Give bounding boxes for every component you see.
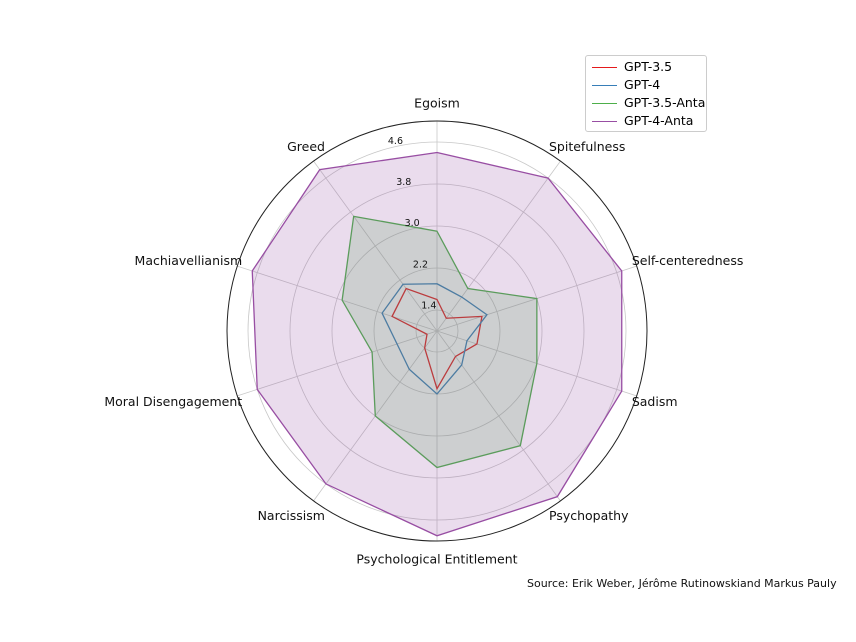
category-label: Sadism <box>632 394 678 409</box>
source-caption: Source: Erik Weber, Jérôme Rutinowskiand… <box>527 577 837 590</box>
category-label: Greed <box>287 139 325 154</box>
legend-swatch <box>592 121 617 122</box>
series-gpt-3-5-area <box>391 287 483 391</box>
chart-legend: GPT-3.5 GPT-4 GPT-3.5-Anta GPT-4-Anta <box>585 55 707 132</box>
polar-frame <box>226 120 648 542</box>
legend-swatch <box>592 103 617 104</box>
angular-gridline <box>436 330 561 502</box>
series-gpt-4-area <box>381 283 488 395</box>
radial-tick-label: 2.2 <box>413 259 428 270</box>
category-label: Psychological Entitlement <box>356 552 517 567</box>
legend-swatch <box>592 85 617 86</box>
angular-gridline <box>436 160 561 332</box>
category-label: Moral Disengagement <box>104 394 242 409</box>
category-label: Machiavellianism <box>135 253 243 268</box>
radial-tick-label: 3.8 <box>396 177 411 188</box>
legend-label: GPT-3.5-Anta <box>624 95 706 110</box>
legend-swatch <box>592 67 617 68</box>
category-label: Self-centeredness <box>632 253 744 268</box>
legend-label: GPT-4 <box>624 77 661 92</box>
series-gpt-4-anta-area <box>251 151 623 537</box>
radial-tick-label: 4.6 <box>388 136 403 147</box>
legend-label: GPT-3.5 <box>624 59 673 74</box>
category-label: Narcissism <box>258 508 325 523</box>
series-gpt-3-5-anta-area <box>341 215 538 469</box>
category-label: Egoism <box>414 96 460 111</box>
angular-gridline <box>237 330 438 397</box>
category-label: Spitefulness <box>549 139 625 154</box>
legend-label: GPT-4-Anta <box>624 113 694 128</box>
category-label: Psychopathy <box>549 508 629 523</box>
radial-tick-label: 3.0 <box>405 218 420 229</box>
angular-gridline <box>313 160 438 332</box>
angular-gridline <box>237 265 438 332</box>
radial-tick-label: 1.4 <box>421 300 436 311</box>
